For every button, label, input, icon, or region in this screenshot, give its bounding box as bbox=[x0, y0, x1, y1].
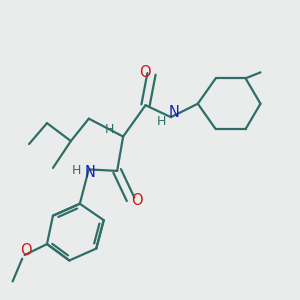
Text: O: O bbox=[20, 243, 32, 258]
Text: H: H bbox=[105, 123, 114, 136]
Text: H: H bbox=[71, 164, 81, 176]
Text: H: H bbox=[156, 115, 166, 128]
Text: N: N bbox=[84, 166, 95, 181]
Text: N: N bbox=[169, 105, 179, 120]
Text: O: O bbox=[131, 193, 143, 208]
Text: O: O bbox=[139, 65, 151, 80]
